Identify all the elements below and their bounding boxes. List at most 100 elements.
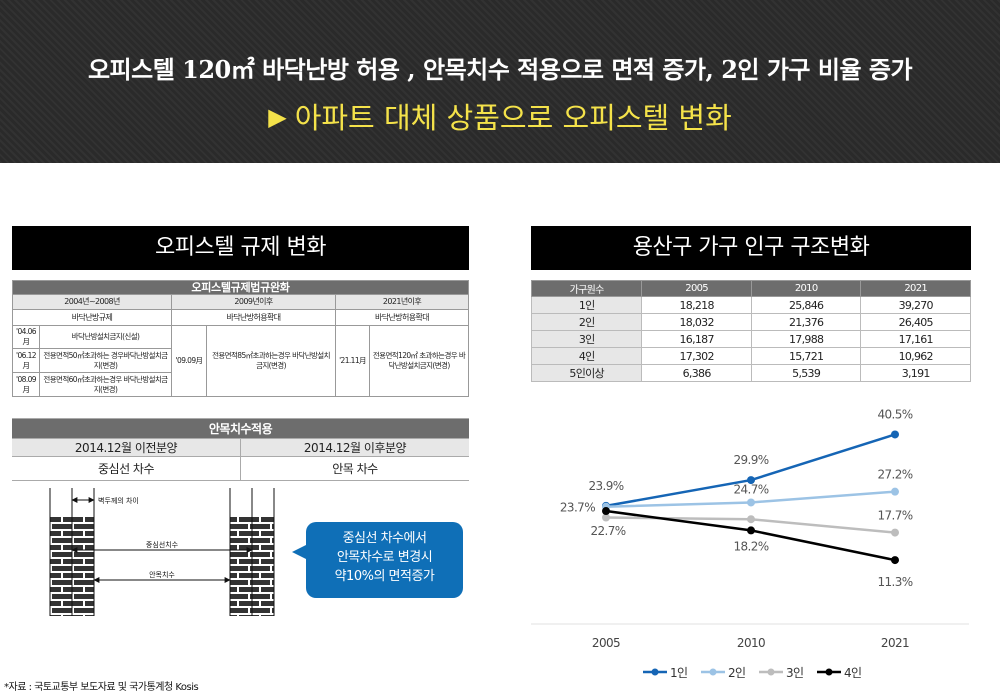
period-note-2009: 바닥난방허용확대 (171, 309, 336, 326)
x-tick-label: 2010 (737, 636, 765, 650)
period-note-2021: 바닥난방허용확대 (335, 309, 469, 326)
legend-label: 1인 (670, 666, 687, 680)
legend-marker-3 (767, 668, 775, 676)
data-label: 11.3% (877, 575, 912, 589)
household-count-cell: 15,721 (750, 347, 862, 365)
data-label: 40.5% (877, 407, 912, 421)
subheadline: ▶ 아파트 대체 상품으로 오피스텔 변화 (0, 95, 1000, 137)
row-text: 전용면적50㎡초과하는 경우바닥난방설치금지(변경) (39, 348, 172, 373)
series-point-1 (747, 476, 755, 485)
series-point-4 (602, 507, 610, 516)
household-count-cell: 21,376 (750, 313, 862, 331)
data-label: 22.7% (590, 524, 625, 538)
left-section-title: 오피스텔 규제 변화 (12, 226, 469, 270)
legend-label: 3인 (786, 666, 803, 680)
household-table: 가구원수 2005 2010 2021 1인 18,218 25,846 39,270… (530, 280, 971, 382)
period-note-2004: 바닥난방규제 (12, 309, 172, 326)
legend-label: 2인 (728, 666, 745, 680)
legend-marker-2 (709, 668, 717, 676)
table-row: 1인 18,218 25,846 39,270 (530, 296, 971, 314)
area-increase-callout: 중심선 차수에서 안목차수로 변경시 약10%의 면적증가 (292, 522, 463, 598)
row-date: '09.09月 (171, 325, 207, 397)
row-text: 바닥난방설치금지(신설) (39, 325, 172, 349)
row-text: 전용면적60㎡초과하는경우 바닥난방설치금지(변경) (39, 372, 172, 397)
table-row: 2인 18,032 21,376 26,405 (530, 313, 971, 331)
row-date: '08.09月 (12, 372, 40, 397)
data-label: 29.9% (733, 453, 768, 467)
right-section-title: 용산구 가구 인구 구조변화 (531, 226, 971, 270)
series-point-2 (747, 498, 755, 507)
household-table-header: 2021 (860, 280, 971, 297)
household-count-cell: 6,386 (641, 364, 752, 382)
x-tick-label: 2021 (881, 636, 909, 650)
household-size-cell: 1인 (530, 296, 643, 314)
regulation-table: 오피스텔규제법규완화 2004년~2008년 2009년이후 2021년이후 바… (12, 280, 469, 397)
headline-text: 오피스텔 120㎡ 바닥난방 허용 , 안목치수 적용으로 면적 증가, 2인 … (87, 55, 913, 84)
row-text: 전용면적120㎡ 초과하는경우 바닥난방설치금지(변경) (369, 325, 469, 397)
household-table-header: 2005 (641, 280, 752, 297)
series-point-4 (891, 556, 899, 565)
row-date: '06.12月 (12, 348, 40, 373)
household-size-cell: 5인이상 (530, 364, 643, 382)
table-row: 3인 16,187 17,988 17,161 (530, 330, 971, 348)
row-text: 전용면적85㎡초과하는경우 바닥난방설치금지(변경) (206, 325, 336, 397)
data-label: 27.2% (877, 468, 912, 482)
series-point-2 (891, 487, 899, 496)
measure-value-before: 중심선 차수 (12, 456, 241, 481)
household-table-header: 2010 (750, 280, 862, 297)
measure-value-after: 안목 차수 (240, 456, 469, 481)
regulation-table-header: 오피스텔규제법규완화 (12, 280, 469, 295)
household-size-cell: 2인 (530, 313, 643, 331)
household-count-cell: 18,218 (641, 296, 752, 314)
household-count-cell: 26,405 (860, 313, 971, 331)
household-count-cell: 17,988 (750, 330, 862, 348)
series-point-4 (747, 526, 755, 535)
household-count-cell: 25,846 (750, 296, 862, 314)
header-banner: 오피스텔 120㎡ 바닥난방 허용 , 안목치수 적용으로 면적 증가, 2인 … (0, 0, 1000, 163)
measure-table: 안목치수적용 2014.12월 이전분양 2014.12월 이후분양 중심선 차… (12, 418, 469, 481)
household-count-cell: 17,302 (641, 347, 752, 365)
household-count-cell: 17,161 (860, 330, 971, 348)
period-2021: 2021년이후 (335, 294, 469, 310)
legend-marker-1 (651, 668, 659, 676)
series-point-3 (891, 528, 899, 537)
household-size-cell: 4인 (530, 347, 643, 365)
household-count-cell: 18,032 (641, 313, 752, 331)
household-count-cell: 39,270 (860, 296, 971, 314)
legend-label: 4인 (844, 666, 861, 680)
row-date: '04.06月 (12, 325, 40, 349)
callout-line: 안목차수로 변경시 (336, 550, 433, 565)
callout-line: 중심선 차수에서 (342, 531, 427, 546)
play-arrow-icon: ▶ (268, 103, 287, 131)
table-row: 4인 17,302 15,721 10,962 (530, 347, 971, 365)
series-point-3 (602, 513, 610, 522)
household-table-header: 가구원수 (530, 280, 643, 297)
period-2009: 2009년이후 (171, 294, 336, 310)
source-note: *자료 : 국토교통부 보도자료 및 국가통계청 Kosis (4, 682, 199, 693)
data-label: 18.2% (733, 539, 768, 553)
household-count-cell: 3,191 (860, 364, 971, 382)
chart-svg: 2005 2010 2021 23.9% 29.9% 40.5% 24.7% 27.2% 17.… (531, 407, 969, 680)
data-label: 23.7% (560, 501, 595, 515)
series-point-1 (891, 430, 899, 439)
household-count-cell: 10,962 (860, 347, 971, 365)
series-point-3 (747, 515, 755, 524)
data-label: 17.7% (877, 509, 912, 523)
callout-line: 약10%의 면적증가 (334, 569, 435, 584)
thickness-label: 벽두께의 차이 (98, 496, 139, 505)
household-count-cell: 16,187 (641, 330, 752, 348)
table-row: 5인이상 6,386 5,539 3,191 (530, 364, 971, 382)
measure-col-after: 2014.12월 이후분양 (240, 438, 469, 457)
data-label: 23.9% (588, 479, 623, 493)
measure-table-header: 안목치수적용 (12, 418, 469, 439)
wall-thickness-diagram: 벽두께의 차이 중심선치수 안목치수 (49, 488, 275, 616)
x-tick-label: 2005 (592, 636, 620, 650)
household-size-cell: 3인 (530, 330, 643, 348)
household-ratio-chart: 2005 2010 2021 23.9% 29.9% 40.5% 24.7% 27.2% 17.… (531, 395, 971, 685)
data-label: 24.7% (733, 482, 768, 496)
household-count-cell: 5,539 (750, 364, 862, 382)
measure-col-before: 2014.12월 이전분양 (12, 438, 241, 457)
period-2004: 2004년~2008년 (12, 294, 172, 310)
subheadline-text: 아파트 대체 상품으로 오피스텔 변화 (294, 101, 732, 135)
legend-marker-4 (825, 668, 833, 676)
